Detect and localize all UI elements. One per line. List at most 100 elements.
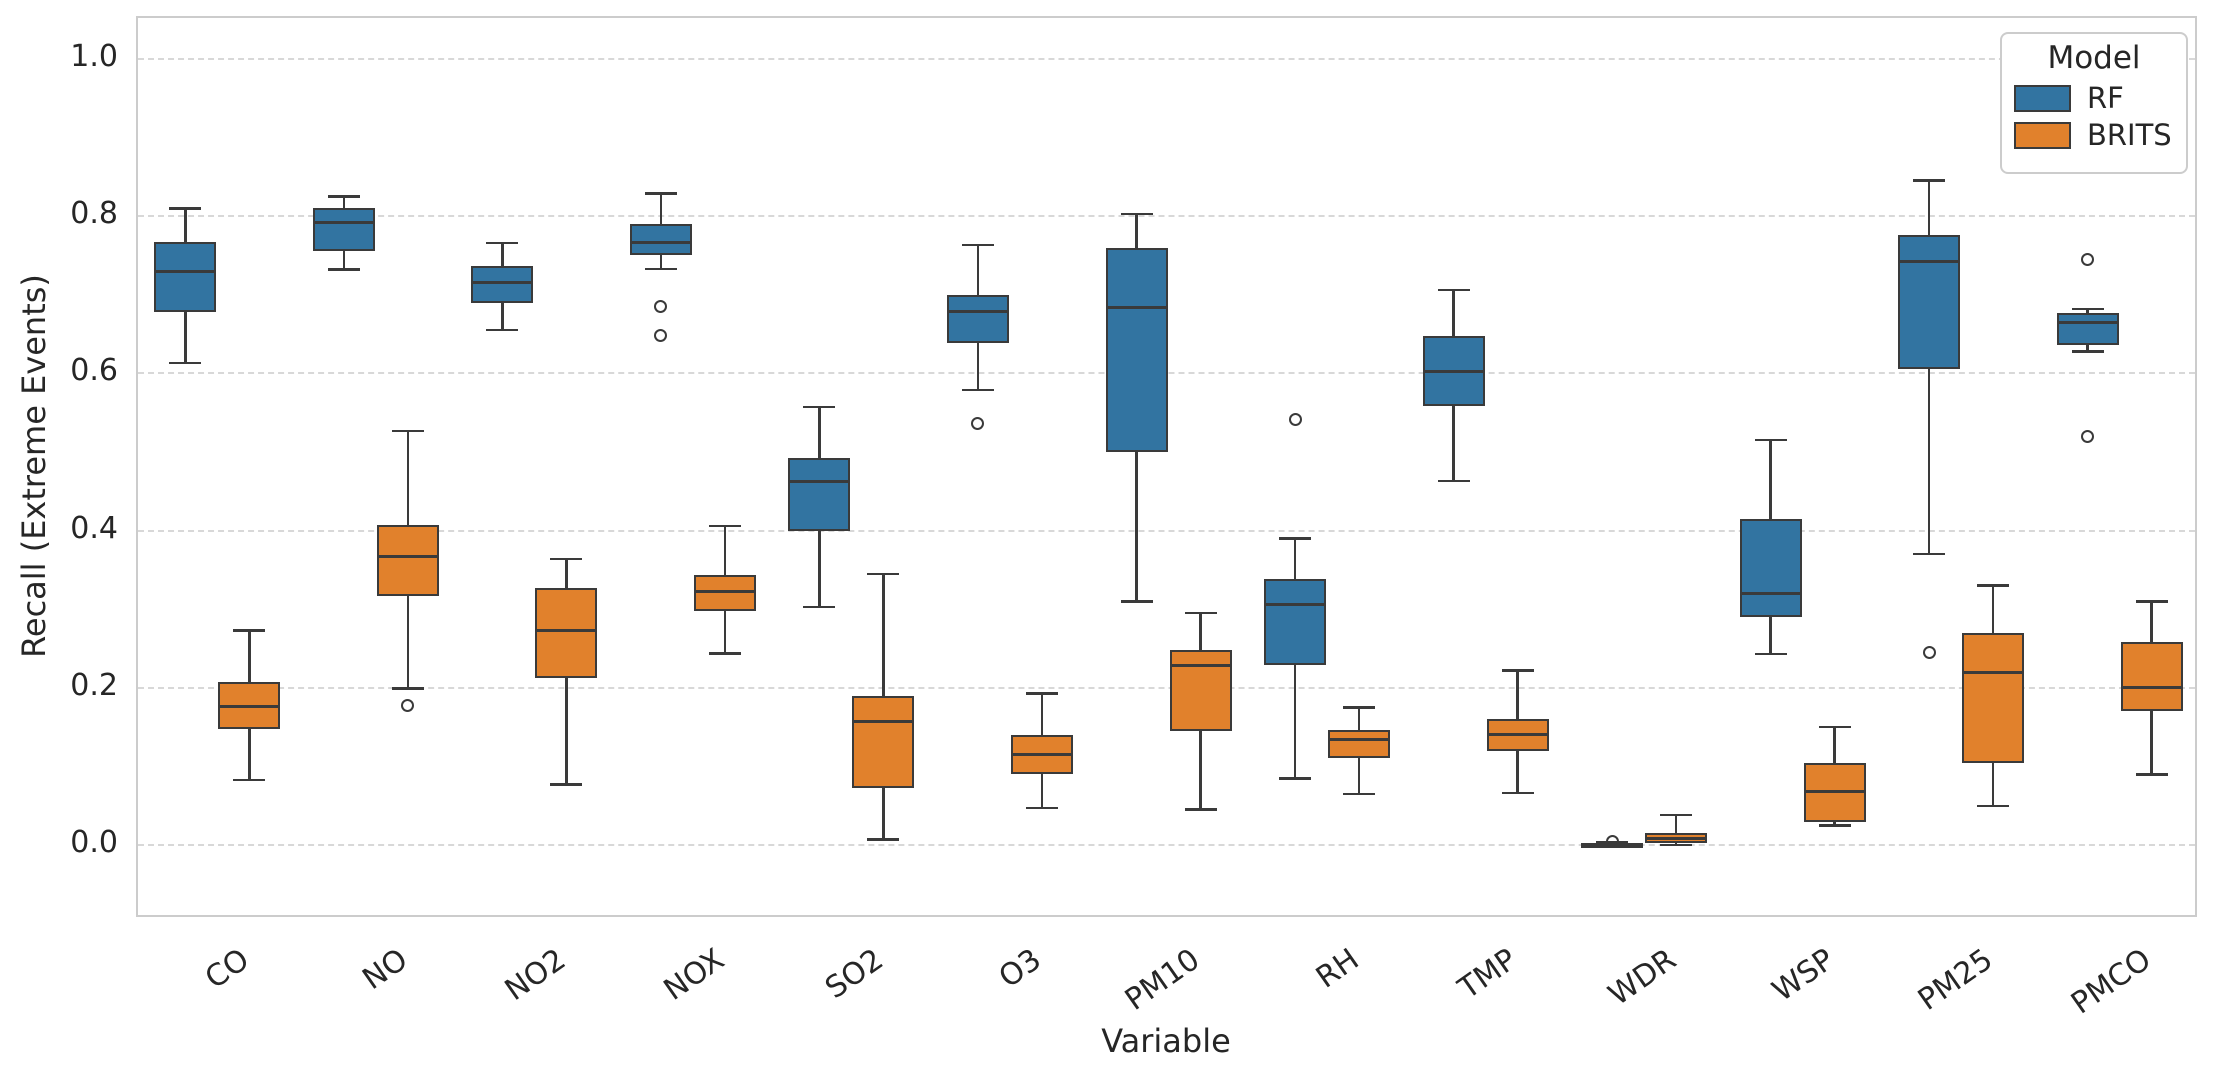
median-BRITS-RH (1328, 738, 1391, 742)
whisker-cap-low-BRITS-TMP (1501, 791, 1534, 795)
box-RF-NOX (629, 223, 692, 256)
whisker-cap-low-RF-NO (327, 268, 360, 271)
whisker-cap-low-RF-SO2 (803, 605, 836, 609)
outlier-BRITS-NO-0 (401, 699, 415, 713)
box-BRITS-CO (218, 681, 281, 729)
legend-row-RF: RF (2014, 83, 2186, 113)
legend-title: Model (2047, 40, 2141, 76)
whisker-cap-high-RF-CO (169, 207, 202, 210)
y-tick-label-1.0: 1.0 (70, 38, 118, 74)
median-BRITS-PM10 (1169, 663, 1232, 667)
median-BRITS-SO2 (852, 720, 915, 724)
outlier-RF-PMCO-0 (2081, 252, 2095, 266)
whisker-cap-low-BRITS-RH (1343, 792, 1376, 796)
whisker-cap-high-RF-PM25 (1913, 179, 1946, 182)
x-tick-label-O3: O3 (992, 942, 1049, 996)
whisker-cap-high-BRITS-WDR (1660, 813, 1693, 817)
box-RF-WSP (1739, 518, 1802, 618)
x-tick-label-RH: RH (1309, 942, 1366, 996)
box-BRITS-NO (376, 525, 439, 596)
median-BRITS-O3 (1010, 753, 1073, 757)
median-RF-PM25 (1898, 260, 1961, 264)
whisker-cap-low-RF-PM25 (1913, 552, 1946, 556)
whisker-cap-high-RF-SO2 (803, 405, 836, 409)
plot-area (136, 16, 2197, 917)
x-axis-label: Variable (1101, 1022, 1231, 1060)
median-RF-WSP (1739, 592, 1802, 595)
x-tick-label-TMP: TMP (1452, 942, 1524, 1007)
box-BRITS-PM25 (1962, 632, 2025, 763)
outlier-RF-PMCO-1 (2081, 429, 2095, 443)
whisker-cap-low-BRITS-NO2 (550, 783, 583, 786)
box-RF-PMCO (2056, 312, 2119, 346)
box-RF-SO2 (788, 458, 851, 531)
whisker-cap-high-BRITS-RH (1343, 706, 1376, 709)
y-tick-label-0.8: 0.8 (70, 196, 118, 232)
median-BRITS-CO (218, 705, 281, 709)
median-RF-NO (312, 220, 375, 224)
legend-swatch-RF (2014, 84, 2071, 112)
median-RF-CO (154, 269, 217, 273)
whisker-cap-high-BRITS-NO2 (550, 557, 583, 561)
whisker-cap-high-BRITS-CO (233, 629, 266, 632)
x-tick-label-SO2: SO2 (818, 942, 890, 1007)
whisker-cap-high-RF-TMP (1437, 288, 1470, 292)
legend-label-BRITS: BRITS (2087, 118, 2172, 152)
y-tick-label-0.6: 0.6 (70, 353, 118, 389)
x-tick-label-NO: NO (356, 942, 414, 998)
box-RF-CO (154, 242, 217, 313)
median-BRITS-TMP (1486, 732, 1549, 736)
median-RF-NO2 (471, 280, 534, 284)
whisker-cap-low-RF-NO2 (486, 328, 519, 332)
median-RF-NOX (629, 241, 692, 245)
whisker-cap-high-BRITS-PMCO (2135, 600, 2168, 603)
whisker-cap-high-RF-RH (1279, 537, 1312, 540)
whisker-cap-low-RF-O3 (961, 388, 994, 392)
x-tick-label-PM25: PM25 (1911, 942, 2000, 1018)
median-BRITS-PM25 (1962, 670, 2025, 674)
whisker-cap-high-BRITS-WSP (1818, 725, 1851, 729)
box-RF-NO (312, 208, 375, 251)
legend-label-RF: RF (2087, 81, 2124, 115)
whisker-cap-low-BRITS-O3 (1025, 806, 1058, 810)
median-RF-PM10 (1105, 305, 1168, 309)
box-RF-NO2 (471, 265, 534, 303)
median-RF-TMP (1422, 369, 1485, 373)
gridline-y-0.4 (138, 529, 2195, 532)
whisker-cap-low-BRITS-NO (391, 687, 424, 690)
whisker-cap-high-RF-NO2 (486, 241, 519, 245)
whisker-cap-high-RF-NOX (644, 192, 677, 195)
box-RF-RH (1264, 579, 1327, 666)
median-RF-PMCO (2056, 320, 2119, 324)
whisker-cap-low-BRITS-CO (233, 778, 266, 782)
whisker-cap-low-BRITS-PM10 (1184, 808, 1217, 811)
outlier-RF-PM25-0 (1922, 645, 1936, 659)
outlier-RF-RH-0 (1288, 413, 1302, 427)
whisker-cap-low-BRITS-SO2 (867, 838, 900, 841)
y-tick-label-0.2: 0.2 (70, 667, 118, 703)
whisker-cap-low-RF-CO (169, 361, 202, 365)
whisker-cap-high-RF-NO (327, 195, 360, 198)
box-BRITS-SO2 (852, 695, 915, 789)
whisker-cap-low-BRITS-WSP (1818, 824, 1851, 827)
box-RF-PM25 (1898, 234, 1961, 370)
legend-row-BRITS: BRITS (2014, 120, 2186, 150)
whisker-cap-high-RF-PM10 (1120, 212, 1153, 216)
whisker-cap-low-RF-WSP (1754, 652, 1787, 656)
x-tick-label-CO: CO (198, 942, 256, 997)
whisker-cap-low-RF-RH (1279, 777, 1312, 780)
y-tick-label-0.0: 0.0 (70, 825, 118, 861)
whisker-cap-high-RF-PMCO (2071, 307, 2104, 311)
outlier-RF-O3-0 (971, 417, 985, 431)
whisker-cap-low-BRITS-PM25 (1977, 804, 2010, 808)
gridline-y-0.8 (138, 215, 2195, 218)
legend: Model RF BRITS (2000, 32, 2188, 174)
box-RF-PM10 (1105, 248, 1168, 452)
whisker-cap-low-BRITS-PMCO (2135, 773, 2168, 776)
box-BRITS-PMCO (2120, 642, 2183, 712)
whisker-cap-low-RF-TMP (1437, 479, 1470, 483)
x-tick-label-NOX: NOX (657, 942, 731, 1008)
median-BRITS-NOX (693, 590, 756, 594)
x-tick-label-PM10: PM10 (1119, 942, 1207, 1018)
